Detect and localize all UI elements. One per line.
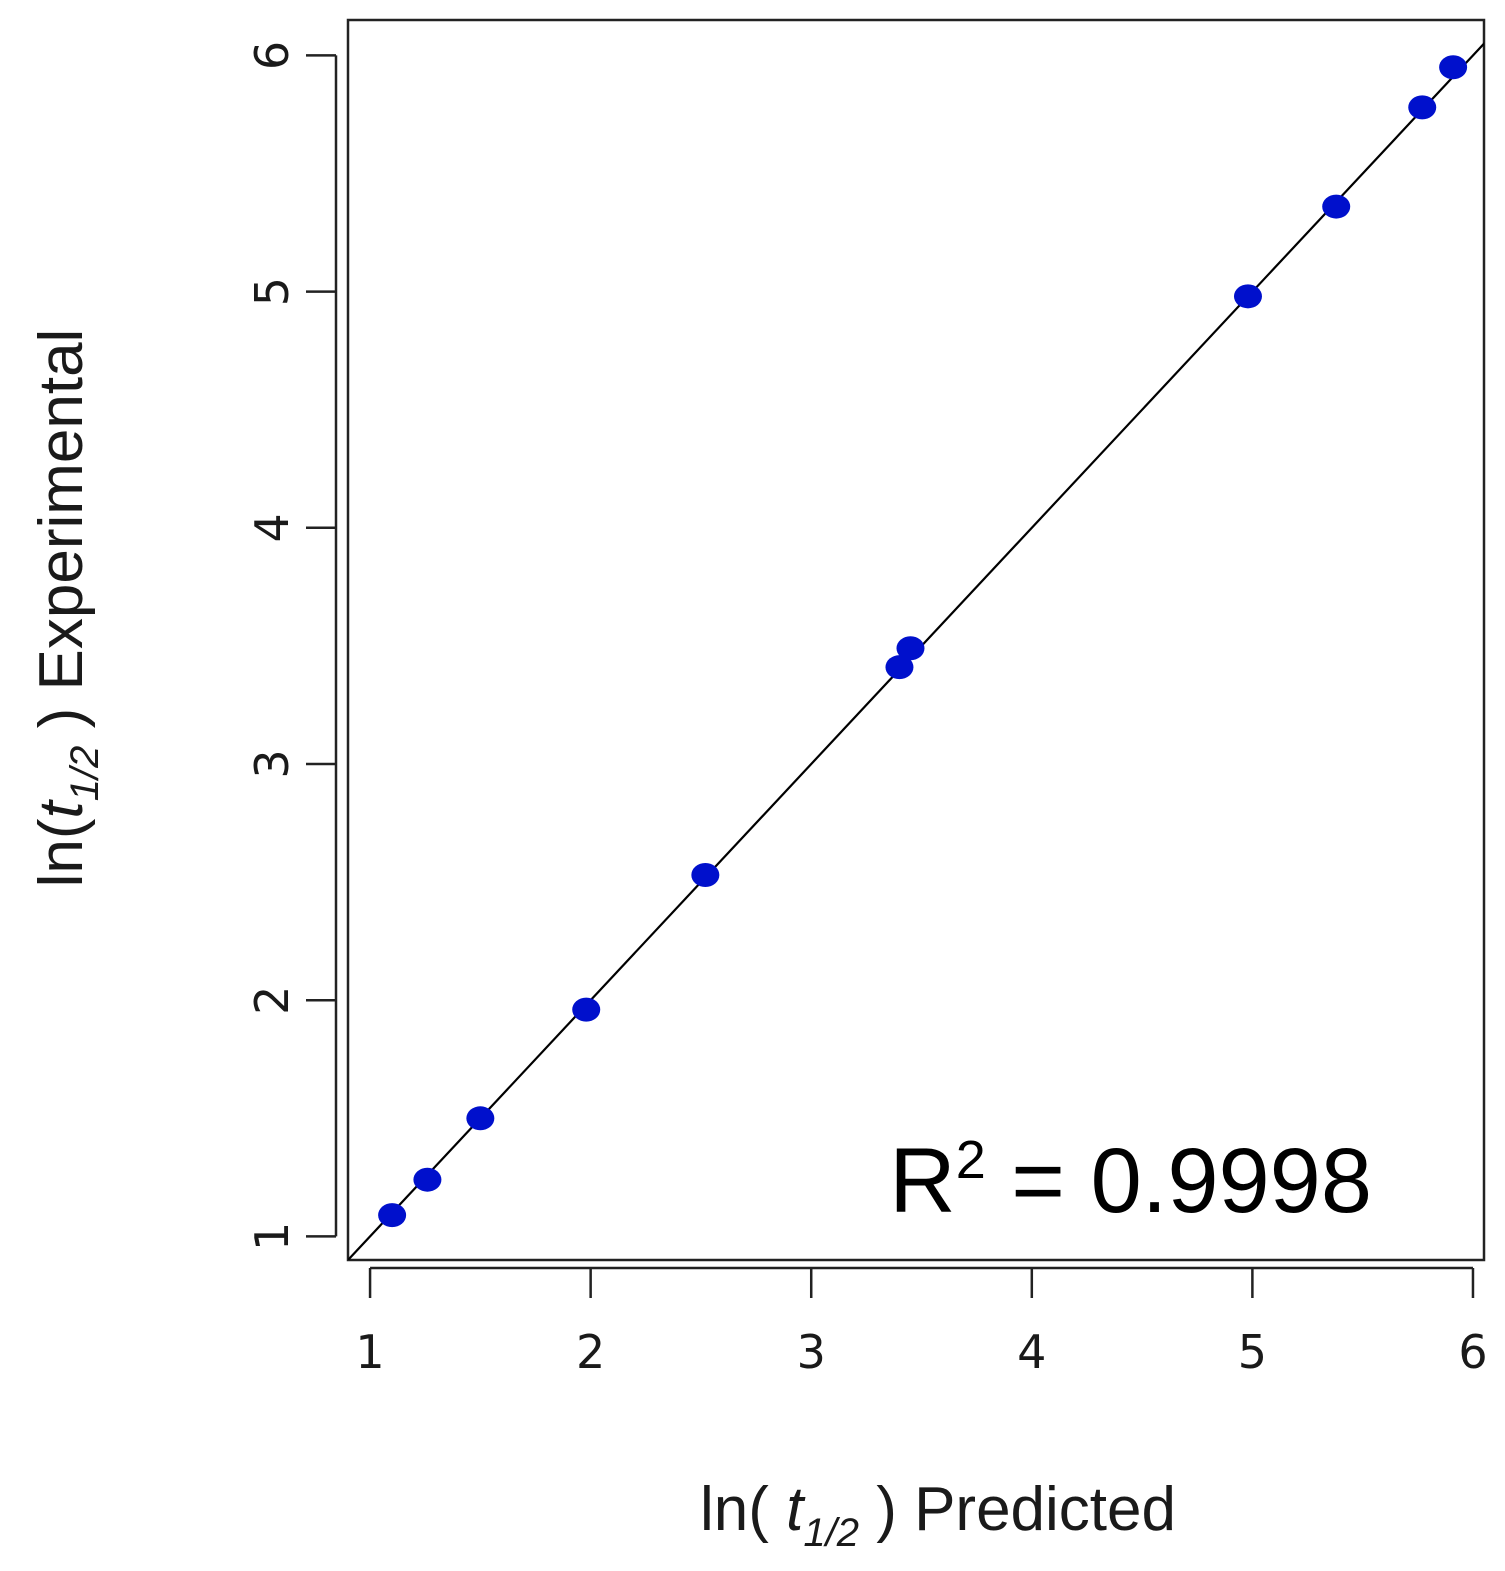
plot-frame (346, 18, 1486, 1262)
y-axis-title-prefix: ln( (27, 818, 96, 887)
x-axis-title-sub: 1/2 (803, 1511, 859, 1555)
x-axis-title-suffix: ) Predicted (859, 1475, 1176, 1544)
data-point-2 (413, 1167, 442, 1192)
y-tick-label-6: 6 (245, 41, 299, 70)
data-point-10 (1408, 95, 1437, 120)
identity-line (348, 42, 1484, 1260)
data-point-7 (896, 636, 925, 661)
x-tick-label-2: 2 (576, 1325, 605, 1379)
y-tick-label-1: 1 (245, 1222, 299, 1251)
y-tick-label-3: 3 (245, 749, 299, 778)
r-squared-base: R (889, 1130, 955, 1232)
x-axis-title-var: t (786, 1475, 806, 1544)
r-squared-superscript: 2 (956, 1130, 986, 1190)
r-squared-value: = 0.9998 (986, 1130, 1372, 1232)
x-tick-label-6: 6 (1458, 1325, 1487, 1379)
x-tick-label-3: 3 (797, 1325, 826, 1379)
r-squared-annotation: R2 = 0.9998 (889, 1130, 1372, 1232)
data-point-5 (691, 863, 720, 888)
data-point-8 (1233, 284, 1262, 309)
data-point-4 (572, 997, 601, 1022)
y-axis-title-suffix: ) Experimental (27, 329, 96, 746)
data-point-11 (1439, 55, 1468, 80)
y-axis-title: ln(t1/2 ) Experimental (27, 329, 107, 888)
x-tick-label-4: 4 (1017, 1325, 1046, 1379)
data-point-3 (466, 1106, 495, 1131)
y-axis-title-sub: 1/2 (63, 746, 107, 802)
data-point-1 (378, 1203, 407, 1228)
y-tick-label-4: 4 (245, 513, 299, 542)
y-tick-label-2: 2 (245, 986, 299, 1015)
x-axis-title-prefix: ln( (700, 1475, 786, 1544)
x-tick-label-1: 1 (355, 1325, 384, 1379)
data-point-6 (885, 655, 914, 680)
y-axis-title-var: t (27, 798, 96, 818)
x-axis-title: ln( t1/2 ) Predicted (700, 1475, 1176, 1555)
y-tick-label-5: 5 (245, 277, 299, 306)
x-tick-label-5: 5 (1238, 1325, 1267, 1379)
data-point-9 (1322, 194, 1351, 219)
